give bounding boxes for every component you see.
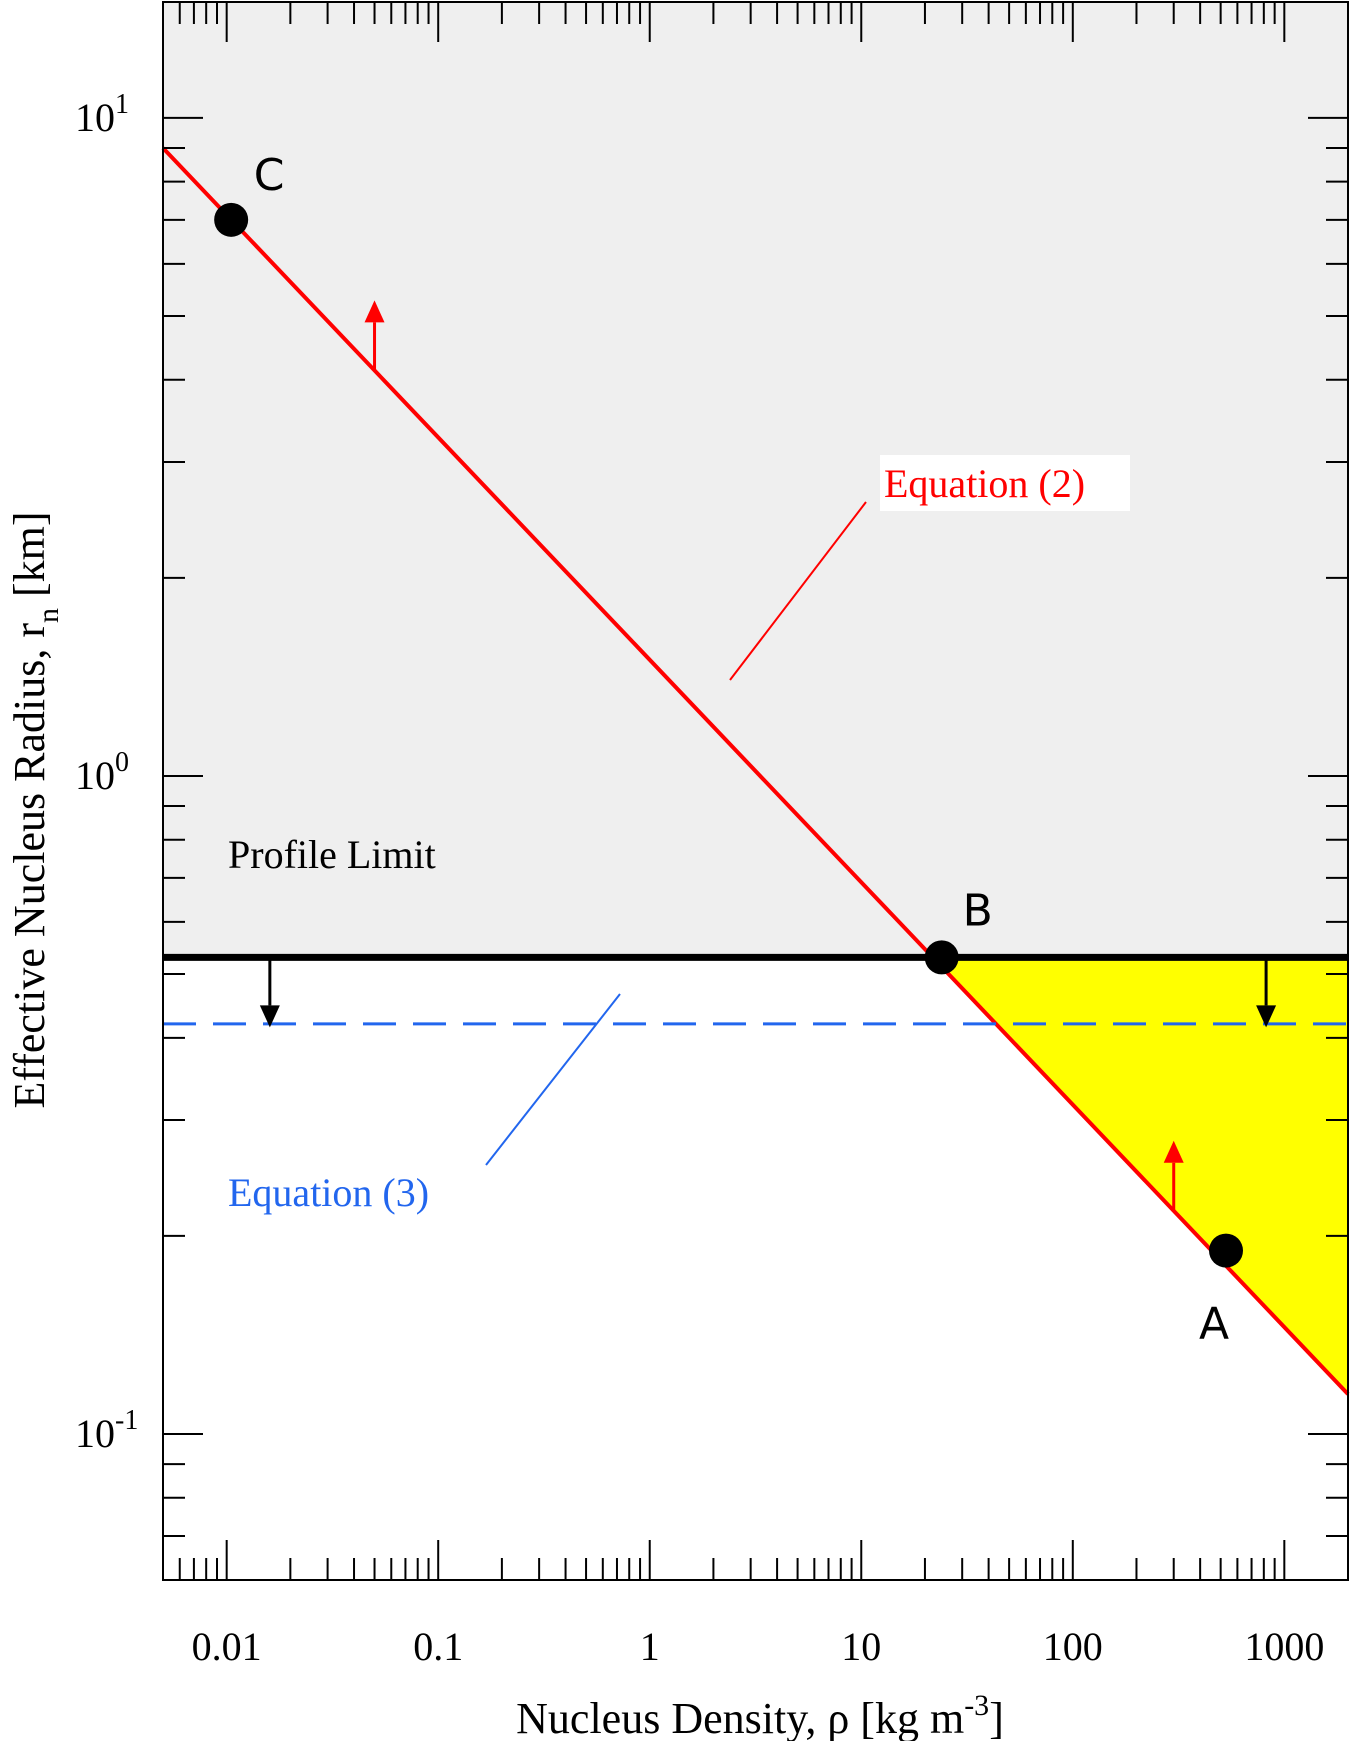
y-tick-exponent: 1 xyxy=(115,89,129,120)
arrow-head-3 xyxy=(259,1005,280,1028)
x-tick-label: 100 xyxy=(1043,1624,1103,1669)
y-axis-label-subscript: n xyxy=(32,608,65,623)
axis-ticks xyxy=(162,2,1349,1581)
point-c-marker xyxy=(214,202,249,237)
equation-2-leader-line xyxy=(729,501,867,681)
equation-2-label-background xyxy=(880,455,1130,511)
y-tick-label: 100 xyxy=(75,747,129,798)
y-axis-label-end: [km] xyxy=(5,511,54,608)
profile-limit-label: Profile Limit xyxy=(228,832,436,877)
y-tick-exponent: 0 xyxy=(115,747,129,778)
point-a-marker xyxy=(1208,1233,1243,1268)
x-axis-label-exponent: -3 xyxy=(964,1689,989,1722)
y-tick-label: 10-1 xyxy=(75,1405,138,1456)
plot-frame xyxy=(162,1,1349,1581)
x-axis-label-end: ] xyxy=(989,1694,1004,1741)
equation-3-label: Equation (3) xyxy=(228,1170,429,1215)
marked-points: C B A xyxy=(214,150,1243,1350)
point-b-marker xyxy=(924,940,959,975)
y-tick-label: 101 xyxy=(75,89,129,140)
equation-2-label: Equation (2) xyxy=(884,461,1085,506)
y-tick-exponent: -1 xyxy=(115,1405,138,1436)
x-tick-label: 10 xyxy=(841,1624,881,1669)
point-c-label: C xyxy=(254,150,285,201)
series-lines xyxy=(161,146,1350,1396)
arrow-head-2 xyxy=(1163,1140,1184,1163)
equation-3-leader-line xyxy=(485,993,621,1166)
y-axis-label: Effective Nucleus Radius, rn [km] xyxy=(5,511,65,1108)
x-tick-label: 1 xyxy=(640,1624,660,1669)
x-tick-label: 1000 xyxy=(1244,1624,1324,1669)
point-a-label: A xyxy=(1199,1299,1229,1350)
x-tick-label: 0.01 xyxy=(192,1624,262,1669)
x-axis-label: Nucleus Density, ρ [kg m-3] xyxy=(516,1689,1004,1741)
point-b-label: B xyxy=(963,885,993,936)
x-tick-label: 0.1 xyxy=(413,1624,463,1669)
arrow-head-1 xyxy=(364,300,385,323)
plot-frame-border xyxy=(162,1,1349,1581)
arrow-head-4 xyxy=(1256,1005,1277,1028)
direction-arrows xyxy=(259,300,1277,1211)
equation-2-line xyxy=(161,146,1350,1396)
excluded-region-shading xyxy=(163,2,1348,958)
